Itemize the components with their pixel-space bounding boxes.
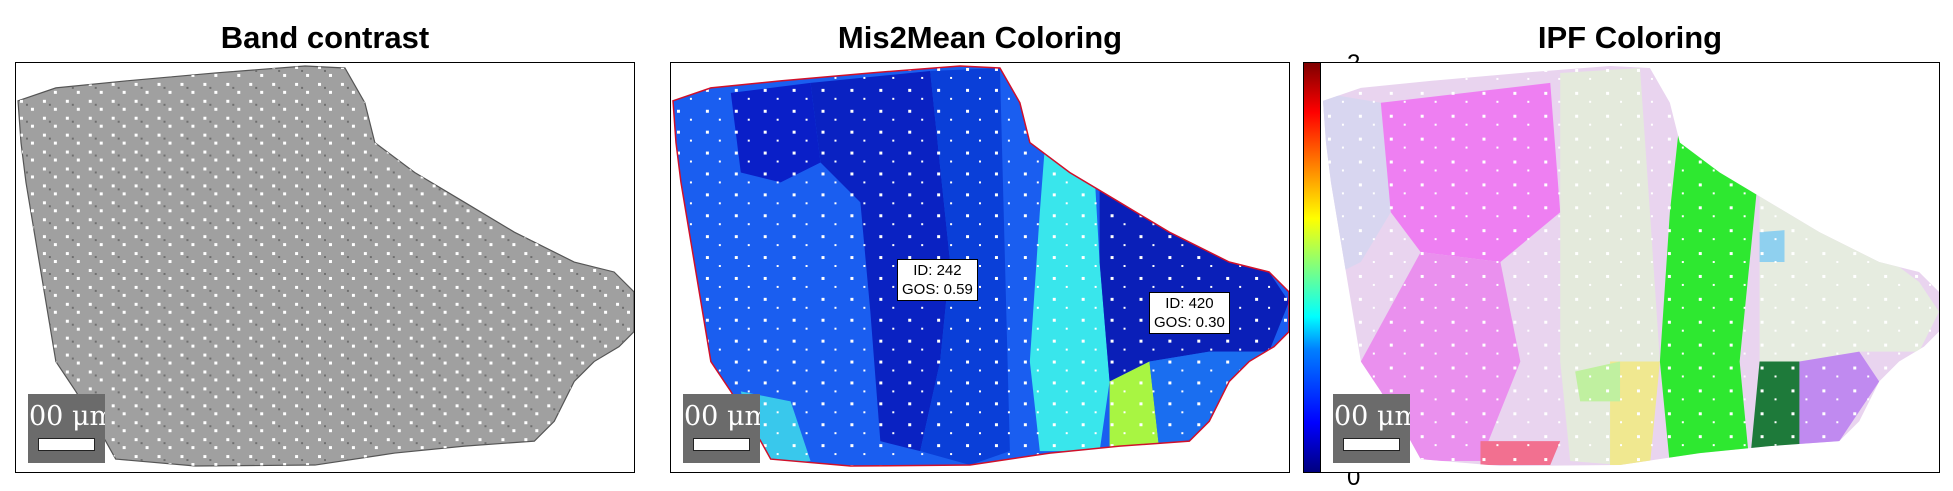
mis2mean-map: ID: 242 GOS: 0.59 ID: 420 GOS: 0.30 00 μ…	[670, 62, 1290, 473]
colorbar	[1303, 62, 1321, 473]
panel-title-ipf: IPF Coloring	[1537, 20, 1723, 55]
grain-annotation-420: ID: 420 GOS: 0.30	[1149, 292, 1230, 334]
mis2mean-image	[672, 65, 1289, 467]
ipf-image	[1322, 65, 1939, 467]
scale-bar-label: 00 μm	[29, 401, 105, 432]
ipf-map: 00 μm	[1320, 62, 1940, 473]
scale-bar: 00 μm	[683, 394, 760, 463]
grain-id-label: ID: 242	[913, 262, 962, 279]
scale-bar: 00 μm	[1333, 394, 1410, 463]
grain-annotation-242: ID: 242 GOS: 0.59	[897, 259, 978, 301]
panel-title-mis2mean: Mis2Mean Coloring	[837, 20, 1123, 55]
scale-bar-label: 00 μm	[1334, 401, 1410, 432]
grain-gos-label: GOS: 0.59	[902, 281, 973, 298]
scale-bar-line	[1343, 438, 1400, 451]
grain-id-label: ID: 420	[1165, 295, 1214, 312]
scale-bar: 00 μm	[28, 394, 105, 463]
scale-bar-label: 00 μm	[684, 401, 760, 432]
scale-bar-line	[38, 438, 95, 451]
band-contrast-map: 00 μm	[15, 62, 635, 473]
panel-title-band-contrast: Band contrast	[220, 20, 430, 55]
grain-gos-label: GOS: 0.30	[1154, 314, 1225, 331]
band-contrast-image	[17, 65, 634, 467]
scale-bar-line	[693, 438, 750, 451]
